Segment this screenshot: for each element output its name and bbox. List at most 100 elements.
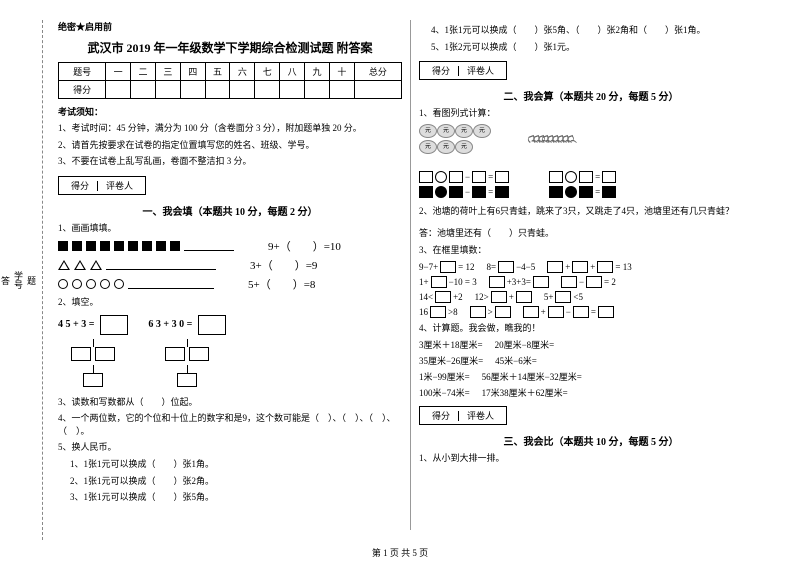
eq-line: = [549,171,616,183]
question: 4、一个两位数，它的个位和十位上的数字和是9，这个数可能是（ ）、（ ）、（ ）… [58,412,402,437]
question: 4、计算题。我会做，瞧我的！ [419,322,763,335]
answer-box[interactable] [470,306,486,318]
expr: ++= 13 [547,261,631,273]
answer-box[interactable] [165,347,185,361]
blank-line[interactable] [184,241,234,251]
tree-left: 4 5 + 3 = [58,315,128,390]
score-table: 题号 一 二 三 四 五 六 七 八 九 十 总分 得分 [58,62,402,99]
expr: 8=−4−5 [486,261,535,273]
answer-box[interactable] [495,306,511,318]
square-icon [72,241,82,251]
coin-icon: 元 [437,124,455,138]
right-column: 4、1张1元可以换成（ ）张5角、（ ）张2角和（ ）张1角。 5、1张2元可以… [411,20,771,530]
answer-box[interactable] [597,261,613,273]
calc: 56厘米＋14厘米−32厘米= [482,370,582,383]
box-icon [472,171,486,183]
answer-box[interactable] [100,315,128,335]
answer-box[interactable] [435,291,451,303]
coin-icon: 元 [455,124,473,138]
td[interactable] [329,81,354,99]
answer-box[interactable] [555,291,571,303]
eq-col: = = [549,168,616,201]
page: 绝密★启用前 武汉市 2019 年一年级数学下学期综合检测试题 附答案 题号 一… [0,0,800,540]
th: 题号 [59,63,106,81]
th: 一 [106,63,131,81]
calc: 1米−99厘米= [419,370,470,383]
filled-box-icon [495,186,509,198]
td[interactable] [180,81,205,99]
expr: 9−7+= 12 [419,261,474,273]
td[interactable] [255,81,280,99]
equation-pictures: −= −= = = [419,168,763,201]
filled-box-icon [579,186,593,198]
expr: 14<+2 [419,291,463,303]
answer-box[interactable] [572,261,588,273]
answer-box[interactable] [430,306,446,318]
exam-title: 武汉市 2019 年一年级数学下学期综合检测试题 附答案 [58,39,402,56]
triangle-icon [74,260,86,270]
answer-box[interactable] [598,306,614,318]
blank-line[interactable] [128,279,214,289]
box-icon [579,171,593,183]
math-row: 1+−10 = 3 +3+3= −= 2 [419,276,763,288]
th: 十 [329,63,354,81]
triangle-icon [58,260,70,270]
question: 1、从小到大排一排。 [419,452,763,465]
tree-diagram: 4 5 + 3 = 6 3 + 3 0 = [58,315,402,390]
answer-box[interactable] [573,306,589,318]
th: 三 [155,63,180,81]
filled-box-icon [419,186,433,198]
answer-box[interactable] [516,291,532,303]
box-icon [419,171,433,183]
sub-question: 3、1张1元可以换成（ ）张5角。 [58,491,402,504]
triangle-icon [90,260,102,270]
answer-box[interactable] [548,306,564,318]
answer-box[interactable] [498,261,514,273]
td[interactable] [155,81,180,99]
answer-box[interactable] [533,276,549,288]
answer-box[interactable] [547,261,563,273]
circle-icon [100,279,110,289]
answer-box[interactable] [177,373,197,387]
table-row: 得分 [59,81,402,99]
answer-box[interactable] [491,291,507,303]
td[interactable] [205,81,230,99]
answer-box[interactable] [95,347,115,361]
td[interactable] [131,81,156,99]
binding-dashed-line [42,20,43,540]
table-row: 题号 一 二 三 四 五 六 七 八 九 十 总分 [59,63,402,81]
confidential-mark: 绝密★启用前 [58,20,402,33]
answer-box[interactable] [83,373,103,387]
question: 1、画画填填。 [58,222,402,235]
equation: 9+（ ）=10 [268,238,341,254]
answer-box[interactable] [523,306,539,318]
circle-icon [58,279,68,289]
answer-box[interactable] [561,276,577,288]
answer-box[interactable] [198,315,226,335]
answer-box[interactable] [489,276,505,288]
box-icon [449,171,463,183]
filled-box-icon [549,186,563,198]
expr: 16>8 [419,306,458,318]
score-label: 得分 [63,181,98,191]
blank-line[interactable] [106,260,216,270]
td[interactable] [280,81,305,99]
td[interactable] [354,81,401,99]
td[interactable] [305,81,330,99]
td[interactable] [106,81,131,99]
th: 二 [131,63,156,81]
answer-box[interactable] [586,276,602,288]
answer-box[interactable] [189,347,209,361]
score-box: 得分评卷人 [419,61,507,80]
th: 四 [180,63,205,81]
answer-box[interactable] [440,261,456,273]
question: 5、换人民币。 [58,441,402,454]
th: 六 [230,63,255,81]
answer-box[interactable] [71,347,91,361]
th: 七 [255,63,280,81]
answer-box[interactable] [431,276,447,288]
td[interactable] [230,81,255,99]
th: 总分 [354,63,401,81]
expr: +3+3= [489,276,549,288]
coin-icon: 元 [419,124,437,138]
